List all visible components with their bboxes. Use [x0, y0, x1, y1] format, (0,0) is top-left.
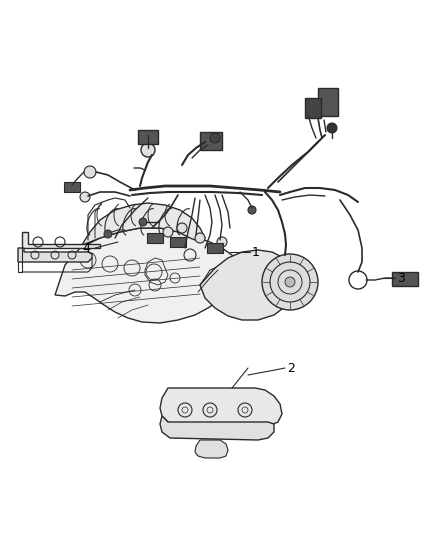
Polygon shape: [200, 250, 295, 320]
Bar: [200, 132, 222, 150]
Text: 1: 1: [251, 246, 259, 259]
Polygon shape: [18, 248, 92, 262]
Circle shape: [194, 233, 205, 243]
Circle shape: [84, 166, 96, 178]
Circle shape: [284, 277, 294, 287]
Bar: [391, 272, 417, 286]
Polygon shape: [80, 203, 205, 248]
Circle shape: [80, 192, 90, 202]
Bar: [207, 243, 223, 253]
Bar: [64, 182, 80, 192]
Polygon shape: [55, 228, 240, 323]
Circle shape: [216, 237, 226, 247]
Circle shape: [141, 143, 155, 157]
Bar: [170, 237, 186, 247]
Polygon shape: [159, 388, 281, 426]
Circle shape: [139, 218, 147, 226]
Bar: [138, 130, 158, 144]
Circle shape: [247, 206, 255, 214]
Circle shape: [104, 230, 112, 238]
Circle shape: [177, 223, 187, 233]
Bar: [304, 98, 320, 118]
Bar: [317, 88, 337, 116]
Polygon shape: [159, 416, 273, 440]
Circle shape: [162, 227, 173, 237]
Bar: [147, 233, 162, 243]
Text: 2: 2: [286, 361, 294, 375]
Text: 4: 4: [82, 241, 90, 254]
Text: 3: 3: [396, 271, 404, 285]
Circle shape: [261, 254, 317, 310]
Polygon shape: [22, 232, 100, 248]
Polygon shape: [194, 440, 227, 458]
Circle shape: [326, 123, 336, 133]
Circle shape: [209, 133, 219, 143]
